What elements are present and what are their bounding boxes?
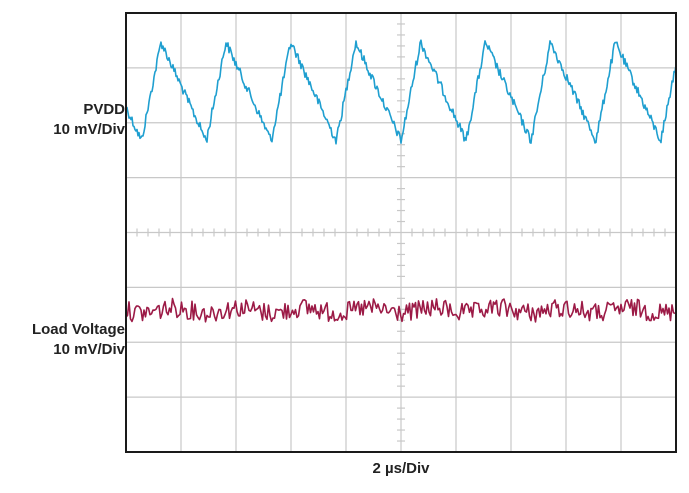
load-voltage-waveform xyxy=(125,297,676,323)
load-voltage-channel-label: Load Voltage 10 mV/Div xyxy=(32,320,125,360)
pvdd-waveform xyxy=(125,39,677,145)
pvdd-name: PVDD xyxy=(83,101,125,118)
load-voltage-name: Load Voltage xyxy=(31,321,125,338)
plot-frame xyxy=(125,12,677,453)
load-voltage-scale: 10 mV/Div xyxy=(53,341,125,358)
pvdd-scale: 10 mV/Div xyxy=(53,121,125,138)
center-axis-ticks xyxy=(136,23,666,442)
grid xyxy=(126,13,676,452)
pvdd-channel-label: PVDD 10 mV/Div xyxy=(53,100,125,140)
x-axis-label: 2 µs/Div xyxy=(372,460,430,477)
